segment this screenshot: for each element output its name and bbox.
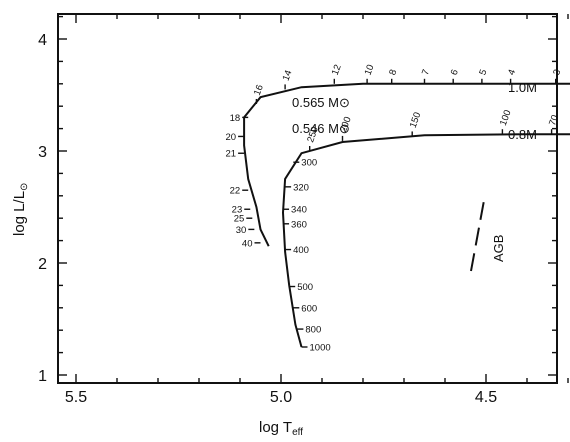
track-point-label: 320: [293, 182, 309, 193]
y-tick-label: 1: [38, 368, 47, 385]
track-point-label: 360: [291, 219, 307, 230]
y-tick-label: 2: [38, 256, 47, 273]
track-point-label: 14: [281, 69, 295, 83]
y-axis-label: log L/L⊙: [11, 183, 30, 236]
track-point-label: 22: [230, 186, 241, 197]
track-point-label: 150: [408, 111, 424, 130]
track-point-label: 20: [226, 132, 237, 143]
y-tick-label: 3: [38, 144, 47, 161]
series-name-0546: 0.546 M⊙: [292, 121, 350, 136]
track-point-label: 400: [293, 245, 309, 256]
series-end-label-1: 1.0M: [508, 80, 537, 95]
track-point-label: 300: [301, 158, 317, 169]
track-line-0: [243, 82, 570, 247]
plot-frame: [57, 13, 558, 384]
track-point-label: 800: [305, 325, 321, 336]
agb-label: AGB: [491, 235, 506, 262]
x-ticks: 5.55.04.54.03.5: [65, 14, 569, 406]
x-tick-label: 5.0: [270, 389, 292, 406]
agb-line: [470, 194, 486, 272]
x-tick-label: 5.5: [65, 389, 87, 406]
track-point-label: 200: [338, 115, 354, 134]
x-axis-label: log Teff: [259, 419, 303, 438]
track-point-label: 4: [506, 68, 518, 77]
track-point-labels: -1.10-0.10-0.0100.10.511.523456781012141…: [226, 63, 564, 354]
track-point-label: 10: [363, 63, 377, 77]
series-name-0565: 0.565 M⊙: [292, 95, 350, 110]
track-point-label: 7: [420, 68, 432, 77]
track-point-label: 25: [234, 214, 245, 225]
track-point-label: 3: [551, 68, 563, 77]
track-point-label: 5: [477, 68, 489, 77]
track-point-label: 250: [305, 125, 321, 144]
track-point-label: 12: [330, 63, 344, 77]
track-point-label: 8: [387, 68, 399, 77]
track-line-1: [281, 133, 570, 348]
track-point-label: 16: [252, 83, 266, 97]
track-point-label: 500: [297, 282, 313, 293]
track-point-label: 6: [449, 68, 461, 77]
track-point-label: 100: [498, 109, 514, 128]
series-end-label-2: 0.8M: [508, 127, 537, 142]
track-point-label: 23: [232, 205, 243, 216]
track-point-label: 1000: [310, 343, 331, 354]
x-tick-label: 4.5: [475, 389, 497, 406]
track-point-label: 21: [226, 149, 237, 160]
track-point-label: 600: [301, 303, 317, 314]
track-point-label: 18: [230, 113, 241, 124]
track-point-label: 340: [291, 205, 307, 216]
y-tick-label: 4: [38, 32, 47, 49]
evolution-tracks: [243, 82, 570, 348]
track-point-label: 70: [547, 114, 561, 128]
track-point-label: 40: [242, 238, 253, 249]
track-point-label: 30: [236, 225, 247, 236]
